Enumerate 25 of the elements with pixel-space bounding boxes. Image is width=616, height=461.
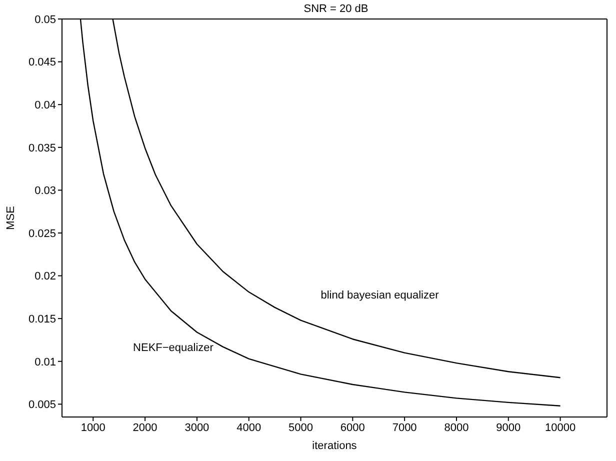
y-tick-label: 0.02 xyxy=(34,270,56,283)
x-tick-label: 2000 xyxy=(132,422,158,434)
chart-title: SNR = 20 dB xyxy=(304,3,368,15)
y-axis-title: MSE xyxy=(4,206,17,230)
x-tick-label: 7000 xyxy=(392,422,417,434)
x-tick-label: 8000 xyxy=(444,422,469,434)
x-axis-title: iterations xyxy=(312,440,358,452)
y-tick-label: 0.05 xyxy=(34,14,56,26)
x-tick-label: 9000 xyxy=(496,422,521,434)
y-tick-label: 0.03 xyxy=(34,185,56,198)
y-tick-label: 0.04 xyxy=(34,99,56,112)
x-tick-label: 10000 xyxy=(544,422,576,434)
x-tick-label: 3000 xyxy=(184,422,210,434)
series-label: NEKF−equalizer xyxy=(133,342,214,354)
y-tick-label: 0.015 xyxy=(28,313,56,326)
y-tick-label: 0.005 xyxy=(28,399,56,412)
x-tick-label: 4000 xyxy=(236,422,262,434)
x-tick-label: 1000 xyxy=(80,422,106,434)
x-tick-label: 6000 xyxy=(340,422,365,434)
y-tick-label: 0.01 xyxy=(34,356,56,368)
y-tick-label: 0.025 xyxy=(28,228,56,240)
y-tick-label: 0.045 xyxy=(28,56,56,69)
y-tick-label: 0.035 xyxy=(28,142,56,154)
x-tick-label: 5000 xyxy=(288,422,314,434)
text: blind bayesian equalizer xyxy=(320,289,440,302)
